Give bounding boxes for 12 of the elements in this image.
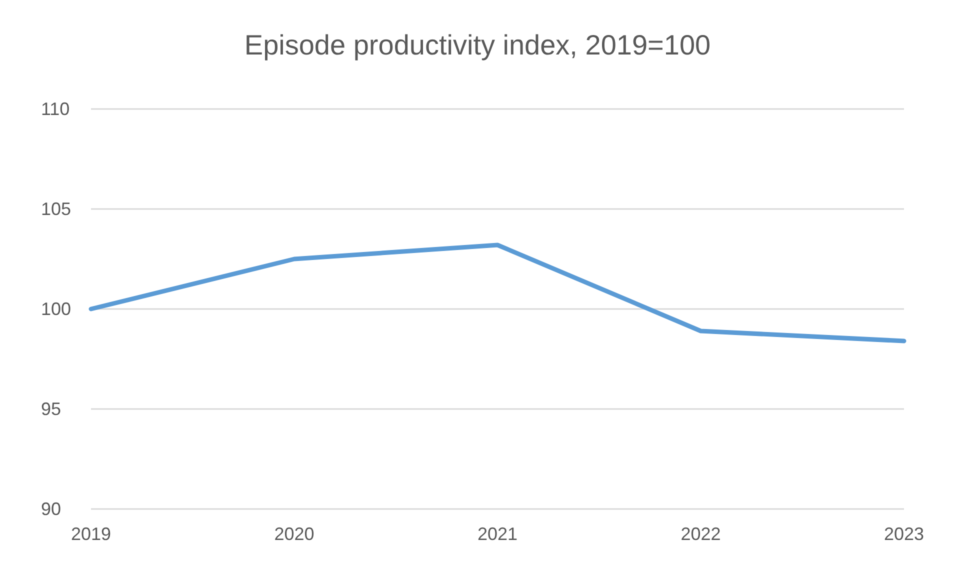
chart-title: Episode productivity index, 2019=100 (244, 30, 711, 60)
y-tick-label: 105 (41, 199, 72, 219)
x-tick-label: 2021 (477, 524, 518, 544)
y-tick-label: 95 (41, 399, 62, 419)
line-series (88, 242, 906, 344)
x-tick-label: 2022 (680, 524, 721, 544)
y-tick-label: 110 (41, 99, 70, 119)
x-tick-label: 2023 (884, 524, 924, 544)
y-tick-label: 90 (41, 499, 62, 519)
x-tick-label: 2019 (70, 524, 112, 544)
y-tick-label: 100 (41, 299, 72, 319)
x-tick-label: 2020 (274, 524, 314, 544)
